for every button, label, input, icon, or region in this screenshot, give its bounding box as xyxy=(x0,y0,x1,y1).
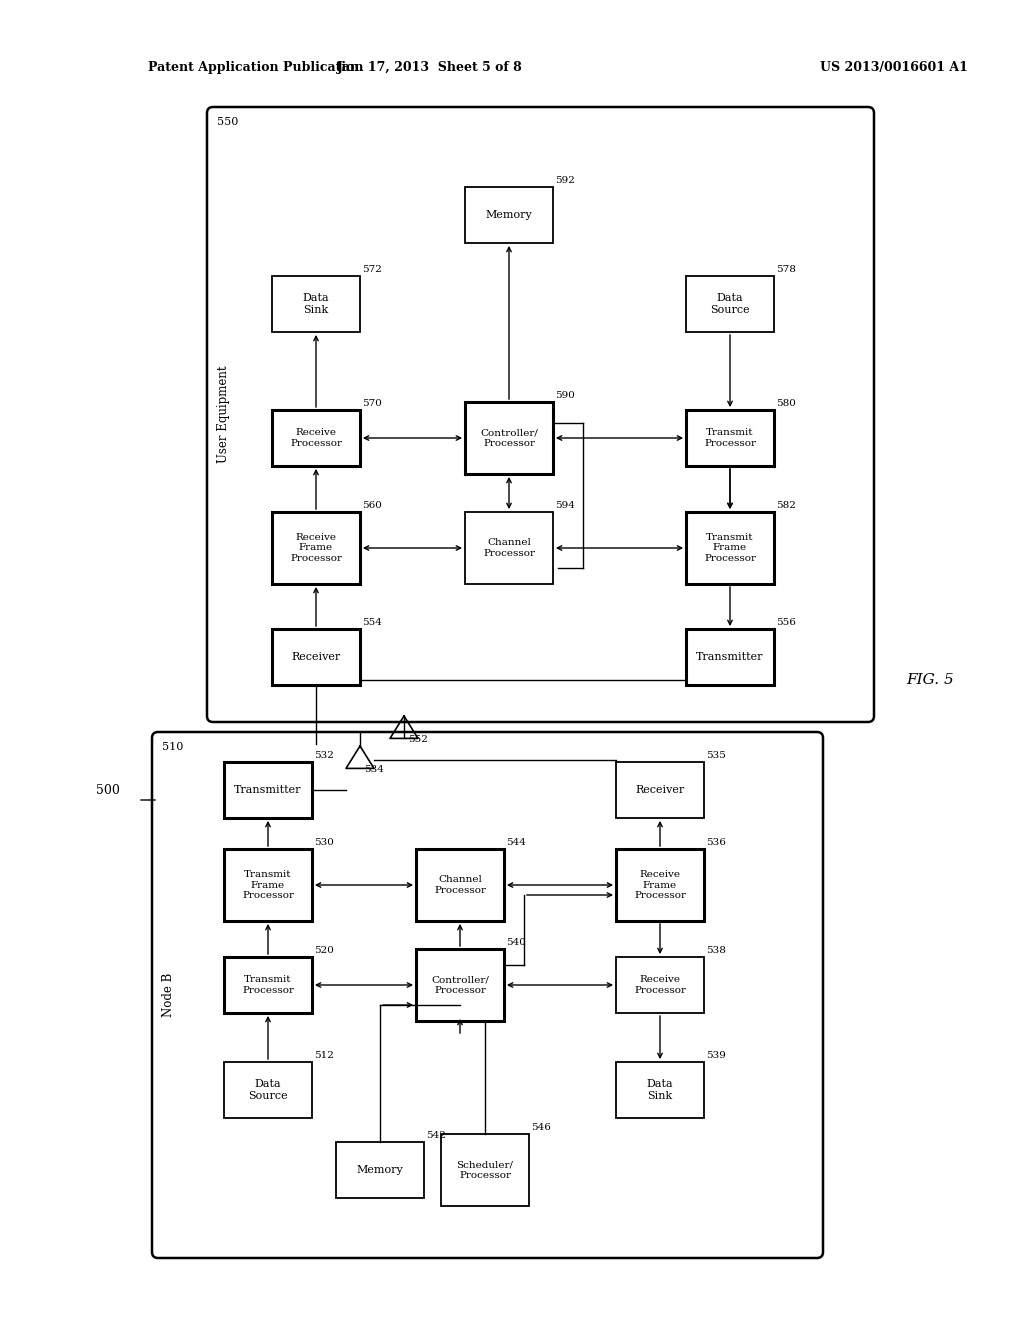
Text: 536: 536 xyxy=(706,838,726,847)
Bar xyxy=(224,1063,312,1118)
Text: FIG. 5: FIG. 5 xyxy=(906,673,954,686)
Text: Patent Application Publication: Patent Application Publication xyxy=(148,62,364,74)
Bar xyxy=(272,411,360,466)
Text: 538: 538 xyxy=(706,946,726,954)
Text: 512: 512 xyxy=(314,1051,334,1060)
Text: Transmit
Frame
Processor: Transmit Frame Processor xyxy=(242,870,294,900)
Bar xyxy=(416,949,504,1020)
Text: Receiver: Receiver xyxy=(635,785,685,795)
Bar xyxy=(272,276,360,333)
Text: Receive
Processor: Receive Processor xyxy=(634,975,686,995)
Text: 534: 534 xyxy=(364,766,384,774)
Text: Transmitter: Transmitter xyxy=(234,785,302,795)
Text: 594: 594 xyxy=(555,502,574,510)
Bar xyxy=(465,187,553,243)
Text: Data
Sink: Data Sink xyxy=(303,293,330,314)
Text: 532: 532 xyxy=(314,751,334,760)
Text: 578: 578 xyxy=(776,265,796,275)
Text: 542: 542 xyxy=(426,1131,445,1140)
Text: 530: 530 xyxy=(314,838,334,847)
Text: 590: 590 xyxy=(555,391,574,400)
Text: 560: 560 xyxy=(362,502,382,510)
Text: Transmitter: Transmitter xyxy=(696,652,764,663)
Bar xyxy=(686,630,774,685)
Text: Transmit
Processor: Transmit Processor xyxy=(705,428,756,447)
FancyBboxPatch shape xyxy=(152,733,823,1258)
Text: Node B: Node B xyxy=(163,973,175,1018)
Text: Receiver: Receiver xyxy=(292,652,341,663)
Text: 554: 554 xyxy=(362,618,382,627)
Text: 520: 520 xyxy=(314,946,334,954)
Bar xyxy=(616,957,705,1012)
Text: Receive
Processor: Receive Processor xyxy=(290,428,342,447)
Text: 500: 500 xyxy=(96,784,120,796)
Bar xyxy=(616,849,705,921)
Text: Channel
Processor: Channel Processor xyxy=(483,539,535,557)
Bar xyxy=(686,411,774,466)
Bar xyxy=(272,512,360,583)
Bar xyxy=(224,762,312,818)
Text: Jan. 17, 2013  Sheet 5 of 8: Jan. 17, 2013 Sheet 5 of 8 xyxy=(337,62,523,74)
Bar xyxy=(465,403,553,474)
Bar xyxy=(336,1142,424,1199)
Text: 580: 580 xyxy=(776,399,796,408)
Bar xyxy=(224,849,312,921)
Text: Channel
Processor: Channel Processor xyxy=(434,875,486,895)
Text: 552: 552 xyxy=(408,735,428,744)
Text: Transmit
Frame
Processor: Transmit Frame Processor xyxy=(705,533,756,562)
Bar xyxy=(441,1134,529,1206)
Text: Data
Source: Data Source xyxy=(711,293,750,314)
Text: Controller/
Processor: Controller/ Processor xyxy=(431,975,488,995)
Text: Receive
Frame
Processor: Receive Frame Processor xyxy=(290,533,342,562)
Text: User Equipment: User Equipment xyxy=(217,366,230,463)
Text: 540: 540 xyxy=(506,939,526,946)
Bar xyxy=(465,512,553,583)
Text: 592: 592 xyxy=(555,176,574,185)
Text: Receive
Frame
Processor: Receive Frame Processor xyxy=(634,870,686,900)
Bar xyxy=(686,512,774,583)
Text: Data
Source: Data Source xyxy=(248,1080,288,1101)
Text: 544: 544 xyxy=(506,838,526,847)
Text: 535: 535 xyxy=(706,751,726,760)
Text: 572: 572 xyxy=(362,265,382,275)
Text: 539: 539 xyxy=(706,1051,726,1060)
Text: 510: 510 xyxy=(162,742,183,752)
Bar xyxy=(616,1063,705,1118)
Bar xyxy=(416,849,504,921)
Bar xyxy=(224,957,312,1012)
Bar xyxy=(686,276,774,333)
Text: Memory: Memory xyxy=(356,1166,403,1175)
Text: Controller/
Processor: Controller/ Processor xyxy=(480,428,538,447)
FancyBboxPatch shape xyxy=(207,107,874,722)
Text: 550: 550 xyxy=(217,117,239,127)
Text: US 2013/0016601 A1: US 2013/0016601 A1 xyxy=(820,62,968,74)
Bar xyxy=(272,630,360,685)
Text: 546: 546 xyxy=(531,1123,551,1133)
Text: Memory: Memory xyxy=(485,210,532,220)
Text: 570: 570 xyxy=(362,399,382,408)
Text: 582: 582 xyxy=(776,502,796,510)
Bar xyxy=(616,762,705,818)
Text: Scheduler/
Processor: Scheduler/ Processor xyxy=(457,1160,513,1180)
Text: 556: 556 xyxy=(776,618,796,627)
Text: Transmit
Processor: Transmit Processor xyxy=(242,975,294,995)
Text: Data
Sink: Data Sink xyxy=(647,1080,674,1101)
